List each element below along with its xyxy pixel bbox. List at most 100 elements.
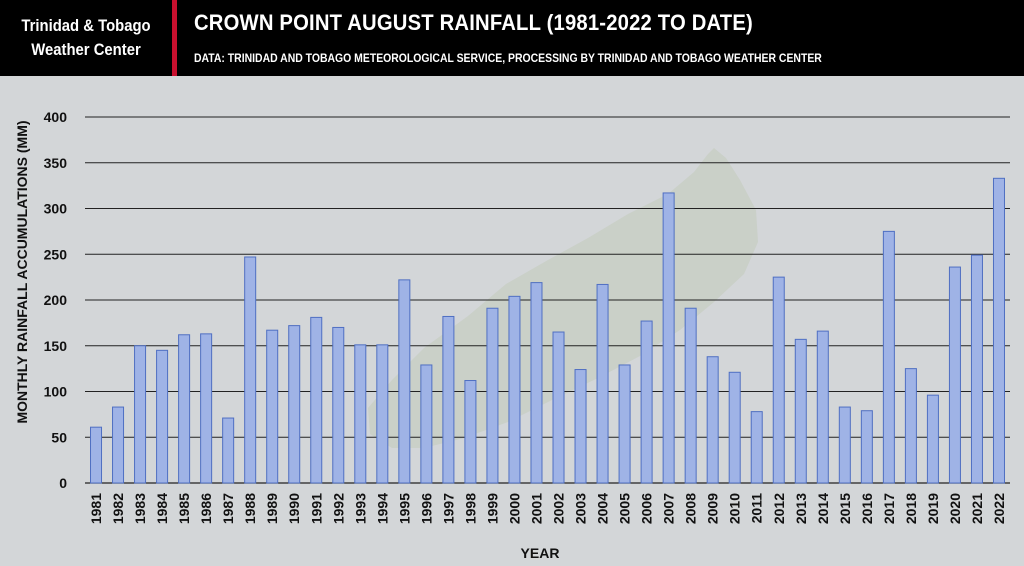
x-tick-label: 2000	[506, 493, 522, 524]
bar-2016	[860, 410, 873, 484]
x-tick-label: 1999	[484, 493, 500, 524]
chart-title: CROWN POINT AUGUST RAINFALL (1981-2022 T…	[194, 10, 753, 35]
x-tick-label: 2004	[595, 493, 611, 524]
bar-1988	[244, 256, 257, 484]
y-axis-label: MONTHLY RAINFALL ACCUMULATIONS (MM)	[14, 120, 30, 423]
x-tick-label: 2006	[639, 493, 655, 524]
bar-2012	[772, 276, 785, 484]
y-tick-label: 150	[44, 338, 68, 354]
x-tick-label: 2012	[771, 493, 787, 524]
brand-line-1: Trinidad & Tobago	[21, 17, 151, 35]
x-tick-label: 2020	[947, 493, 963, 524]
bar-2014	[816, 330, 829, 484]
bar-2004	[596, 283, 609, 484]
x-axis-ticks: 1981 1982 1983 1984 1985 1986 1987 1988 1989 1990…	[88, 493, 1007, 524]
bar-2001	[530, 282, 543, 484]
bar-1998	[464, 380, 477, 484]
tobago-island-background	[368, 148, 758, 448]
x-tick-label: 2010	[727, 493, 743, 524]
y-tick-label: 250	[44, 246, 68, 262]
x-tick-label: 2018	[903, 493, 919, 524]
x-tick-label: 1990	[286, 493, 302, 524]
bar-1990	[288, 325, 301, 484]
bar-1984	[156, 349, 169, 484]
bar-1992	[332, 326, 345, 484]
bar-1994	[376, 344, 389, 484]
x-tick-label: 2014	[815, 493, 831, 524]
y-tick-label: 100	[44, 384, 68, 400]
y-tick-label: 0	[59, 475, 67, 491]
x-tick-label: 2016	[859, 493, 875, 524]
bar-1987	[222, 417, 235, 484]
x-tick-label: 1986	[198, 493, 214, 524]
x-tick-label: 1988	[242, 493, 258, 524]
bar-1989	[266, 329, 279, 484]
bar-2017	[882, 230, 895, 484]
bar-1999	[486, 307, 499, 484]
bar-1982	[112, 406, 125, 484]
x-tick-label: 2022	[991, 493, 1007, 524]
bar-2005	[618, 364, 631, 484]
accent-divider	[172, 0, 177, 76]
bar-2018	[904, 368, 917, 484]
bar-series	[90, 177, 1005, 484]
x-tick-label: 2005	[617, 493, 633, 524]
bar-2021	[970, 254, 983, 484]
x-tick-label: 2013	[793, 493, 809, 524]
chart-subtitle: DATA: TRINIDAD AND TOBAGO METEOROLOGICAL…	[194, 52, 822, 65]
bar-1993	[354, 344, 367, 484]
bar-1997	[442, 315, 455, 484]
x-tick-label: 1987	[220, 493, 236, 524]
bar-2006	[640, 320, 653, 484]
x-tick-label: 2017	[881, 493, 897, 524]
x-tick-label: 1989	[264, 493, 280, 524]
x-tick-label: 1984	[154, 493, 170, 524]
bar-2002	[552, 331, 565, 484]
bar-2008	[684, 307, 697, 484]
x-tick-label: 2008	[683, 493, 699, 524]
bar-2022	[992, 177, 1005, 484]
y-tick-label: 400	[44, 109, 68, 125]
x-tick-label: 1997	[440, 493, 456, 524]
x-tick-label: 1993	[352, 493, 368, 524]
y-tick-label: 350	[44, 155, 68, 171]
x-tick-label: 1983	[132, 493, 148, 524]
bar-2010	[728, 371, 741, 484]
bar-2011	[750, 411, 763, 484]
bar-1995	[398, 279, 411, 484]
bar-2000	[508, 295, 521, 484]
x-tick-label: 1981	[88, 493, 104, 524]
gridlines	[85, 116, 1010, 484]
bar-1981	[90, 426, 103, 484]
bar-2007	[662, 192, 675, 484]
x-tick-label: 2015	[837, 493, 853, 524]
bar-2013	[794, 338, 807, 484]
x-tick-label: 1995	[396, 493, 412, 524]
x-tick-label: 2021	[969, 493, 985, 524]
brand-line-2: Weather Center	[31, 41, 141, 59]
x-tick-label: 1998	[462, 493, 478, 524]
bar-1985	[178, 334, 191, 484]
bar-1996	[420, 364, 433, 484]
y-tick-label: 300	[44, 201, 68, 217]
bar-2015	[838, 406, 851, 484]
brand-logo-text: Trinidad & Tobago Weather Center	[9, 0, 164, 76]
bar-2009	[706, 356, 719, 484]
x-tick-label: 1982	[110, 493, 126, 524]
y-axis-ticks: 0 50 100 150 200 250 300 350 400	[44, 109, 68, 491]
y-tick-label: 200	[44, 292, 68, 308]
x-tick-label: 1992	[330, 493, 346, 524]
x-tick-label: 1996	[418, 493, 434, 524]
bar-1991	[310, 316, 323, 484]
x-tick-label: 2019	[925, 493, 941, 524]
x-tick-label: 2002	[551, 493, 567, 524]
x-axis-label: YEAR	[521, 545, 560, 561]
bar-2020	[948, 266, 961, 484]
y-tick-label: 50	[51, 429, 67, 445]
x-tick-label: 1985	[176, 493, 192, 524]
x-tick-label: 2009	[705, 493, 721, 524]
bar-2003	[574, 369, 587, 484]
x-tick-label: 2011	[749, 493, 765, 524]
header-bar: Trinidad & Tobago Weather Center CROWN P…	[0, 0, 1024, 76]
